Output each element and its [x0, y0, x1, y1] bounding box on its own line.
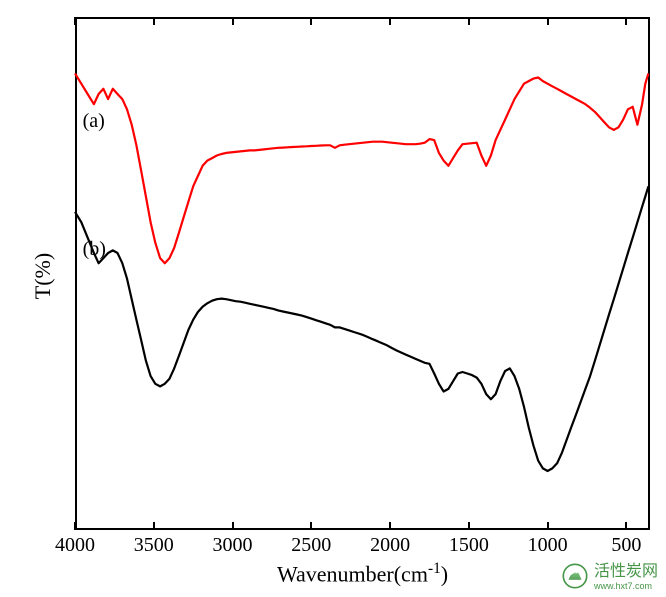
x-tick-mark [468, 522, 470, 530]
x-tick-mark-top [74, 17, 76, 25]
series-label-a: (a) [83, 110, 105, 133]
x-tick-mark-top [468, 17, 470, 25]
x-tick-label: 1000 [528, 534, 568, 557]
x-tick-mark-top [389, 17, 391, 25]
x-axis-label: Wavenumber(cm-1) [277, 560, 448, 587]
series-b-path [75, 186, 648, 471]
x-tick-mark [625, 522, 627, 530]
watermark-logo-icon [562, 563, 588, 589]
series-label-b: (b) [83, 238, 106, 261]
watermark-main: 活性炭网 [594, 563, 658, 580]
y-axis-label: T(%) [30, 252, 56, 298]
series-a-path [75, 73, 648, 263]
x-tick-label: 4000 [55, 534, 95, 557]
x-tick-mark [310, 522, 312, 530]
x-tick-mark-top [153, 17, 155, 25]
x-tick-label: 1500 [449, 534, 489, 557]
x-tick-mark-top [232, 17, 234, 25]
x-tick-mark-top [625, 17, 627, 25]
x-tick-mark-top [310, 17, 312, 25]
watermark-sub: www.hxt7.com [594, 581, 658, 591]
x-tick-mark-top [547, 17, 549, 25]
x-tick-mark [153, 522, 155, 530]
x-tick-mark [547, 522, 549, 530]
watermark-text: 活性炭网 www.hxt7.com [594, 557, 658, 591]
x-tick-label: 2500 [291, 534, 331, 557]
x-tick-label: 500 [611, 534, 641, 557]
x-tick-label: 3000 [213, 534, 253, 557]
x-tick-label: 2000 [370, 534, 410, 557]
x-tick-label: 3500 [134, 534, 174, 557]
plot-svg [0, 0, 666, 597]
x-tick-mark [232, 522, 234, 530]
x-tick-mark [389, 522, 391, 530]
x-tick-mark [74, 522, 76, 530]
